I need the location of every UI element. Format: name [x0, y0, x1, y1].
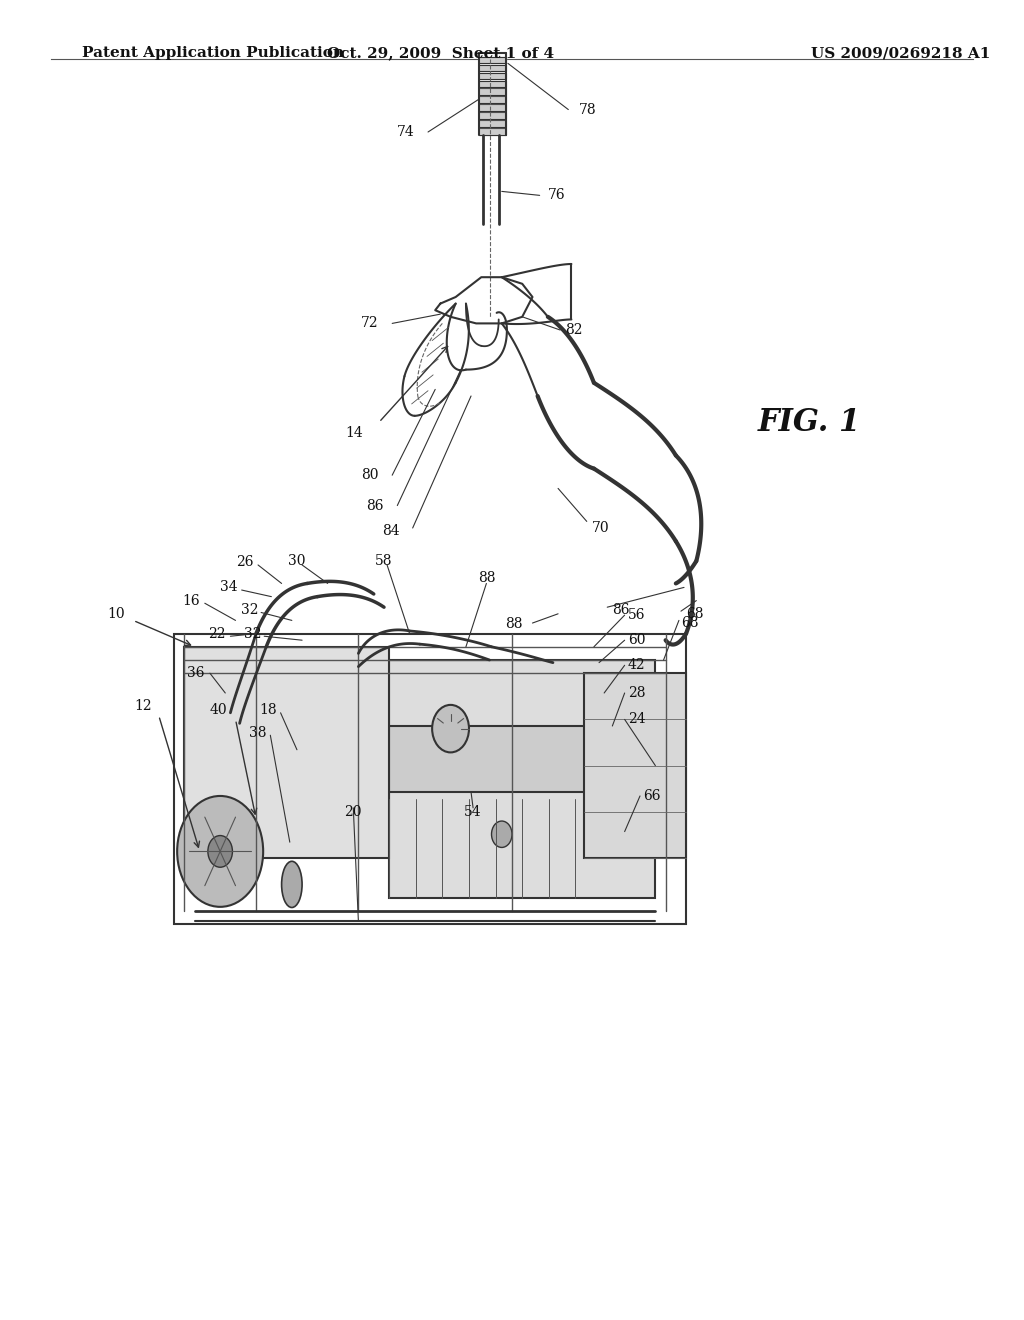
- Polygon shape: [389, 726, 655, 792]
- Text: 30: 30: [288, 554, 306, 568]
- Polygon shape: [479, 96, 506, 103]
- Polygon shape: [479, 120, 506, 127]
- Polygon shape: [479, 112, 506, 119]
- Text: 70: 70: [592, 521, 609, 535]
- Text: 28: 28: [628, 686, 645, 700]
- Text: 10: 10: [108, 607, 125, 620]
- Text: 72: 72: [361, 317, 379, 330]
- Text: 36: 36: [187, 667, 205, 680]
- Text: 84: 84: [382, 524, 399, 537]
- Text: Oct. 29, 2009  Sheet 1 of 4: Oct. 29, 2009 Sheet 1 of 4: [327, 46, 554, 61]
- Text: 68: 68: [681, 616, 698, 630]
- Text: 82: 82: [565, 323, 583, 337]
- Polygon shape: [479, 88, 506, 95]
- Text: 54: 54: [464, 805, 482, 818]
- Polygon shape: [184, 647, 389, 858]
- Polygon shape: [389, 660, 655, 898]
- Text: FIG. 1: FIG. 1: [758, 407, 861, 438]
- Text: Patent Application Publication: Patent Application Publication: [82, 46, 344, 61]
- Polygon shape: [479, 73, 506, 79]
- Text: 38: 38: [249, 726, 266, 739]
- Text: 32: 32: [241, 603, 258, 616]
- Polygon shape: [584, 673, 686, 858]
- Text: 74: 74: [397, 125, 415, 139]
- Text: 80: 80: [361, 469, 379, 482]
- Text: 76: 76: [548, 189, 565, 202]
- Text: 18: 18: [259, 704, 276, 717]
- Text: 20: 20: [344, 805, 362, 818]
- Polygon shape: [479, 65, 506, 71]
- Text: 26: 26: [237, 556, 254, 569]
- Text: US 2009/0269218 A1: US 2009/0269218 A1: [811, 46, 991, 61]
- Text: 88: 88: [477, 572, 496, 585]
- Text: 56: 56: [628, 609, 645, 622]
- Polygon shape: [479, 57, 506, 63]
- Text: 68: 68: [686, 607, 703, 620]
- Text: 58: 58: [375, 554, 393, 568]
- Polygon shape: [479, 104, 506, 111]
- Circle shape: [432, 705, 469, 752]
- Polygon shape: [479, 128, 506, 135]
- Text: 22: 22: [208, 627, 225, 640]
- Circle shape: [492, 821, 512, 847]
- Text: 32: 32: [244, 627, 261, 640]
- Text: 34: 34: [220, 581, 238, 594]
- Text: 12: 12: [134, 700, 152, 713]
- Text: 24: 24: [628, 713, 645, 726]
- Text: 88: 88: [505, 618, 522, 631]
- Circle shape: [177, 796, 263, 907]
- Text: 16: 16: [182, 594, 200, 607]
- Polygon shape: [479, 81, 506, 87]
- Text: 40: 40: [210, 704, 227, 717]
- Text: 60: 60: [628, 634, 645, 647]
- Ellipse shape: [282, 861, 302, 908]
- Text: 66: 66: [643, 789, 660, 803]
- Text: 78: 78: [579, 103, 596, 116]
- Text: 42: 42: [628, 659, 645, 672]
- Circle shape: [208, 836, 232, 867]
- Text: 86: 86: [367, 499, 384, 512]
- Text: 86: 86: [612, 603, 630, 616]
- Text: 14: 14: [346, 426, 364, 440]
